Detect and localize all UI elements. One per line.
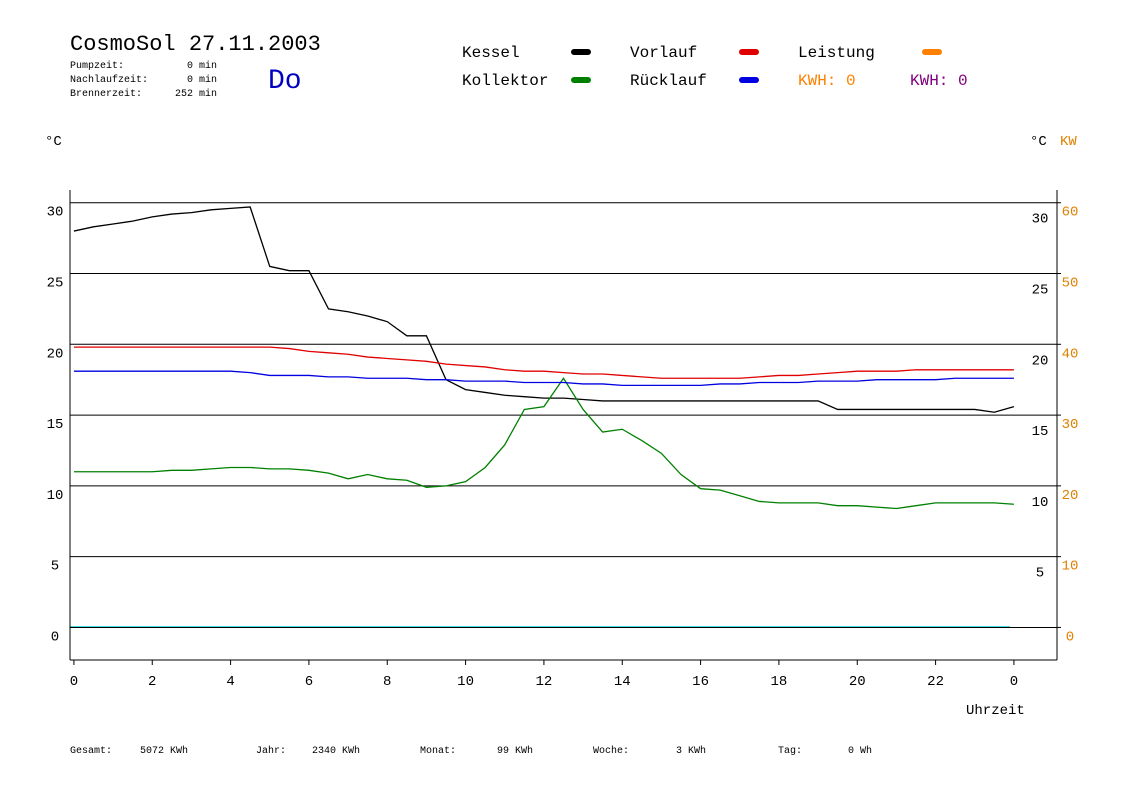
footer-label: Jahr: [256,745,286,757]
y-tick-label: 25 [47,276,64,292]
legend-label: Kessel [462,44,520,62]
y2-tick-label: 30 [1062,417,1079,433]
x-tick-label: 0 [1010,674,1018,690]
footer-label: Tag: [778,746,802,757]
x-tick-label: 22 [927,674,944,690]
x-tick-label: 14 [614,674,631,690]
stat-label: Nachlaufzeit: [70,74,148,86]
footer-value: 99 KWh [497,745,533,757]
y-tick-label: 20 [47,346,64,362]
stat-value: 0 min [187,60,217,72]
y2-c-tick-label: 20 [1032,353,1049,369]
legend-label: Rücklauf [630,72,707,90]
y2-unit: KW [1060,134,1077,150]
footer-value: 0 Wh [848,745,872,757]
y2-c-tick-label: 10 [1032,495,1049,511]
y2-tick-label: 0 [1066,629,1074,645]
x-tick-label: 4 [226,674,234,690]
y2-c-tick-label: 30 [1032,212,1049,228]
x-tick-label: 20 [849,674,866,690]
stat-value: 252 min [175,88,217,100]
x-tick-label: 18 [771,674,788,690]
x-tick-label: 6 [305,674,313,690]
y2-tick-label: 20 [1062,488,1079,504]
y2-c-tick-label: 5 [1036,566,1044,582]
y2-c-tick-label: 25 [1032,283,1049,299]
x-tick-label: 0 [70,674,78,690]
y-axis-label: °C [45,134,62,150]
y-tick-label: 30 [47,205,64,221]
legend-label: Kollektor [462,72,548,90]
stat-label: Pumpzeit: [70,60,124,72]
footer-label: Monat: [420,746,456,757]
x-axis-label: Uhrzeit [966,703,1025,719]
y2-tick-label: 40 [1062,346,1079,362]
y-tick-label: 0 [51,629,59,645]
stat-value: 0 min [187,74,217,86]
y-tick-label: 15 [47,417,64,433]
day: Do [268,66,302,97]
x-tick-label: 12 [536,674,553,690]
y2-tick-label: 60 [1062,205,1079,221]
kwh-label: KWH: 0 [798,72,856,90]
footer-value: 2340 KWh [312,745,360,757]
x-tick-label: 8 [383,674,391,690]
title: CosmoSol 27.11.2003 [70,32,321,57]
y-tick-label: 5 [51,559,59,575]
y2-tick-label: 10 [1062,559,1079,575]
x-tick-label: 2 [148,674,156,690]
series-line [73,370,1014,387]
kwh-label: KWH: 0 [910,72,968,90]
y2-axis-label: °C [1030,134,1047,150]
footer-label: Woche: [593,745,629,757]
series-line [73,346,1014,379]
y2-c-tick-label: 15 [1032,424,1049,440]
x-tick-label: 16 [692,674,709,690]
legend-label: Leistung [798,44,875,62]
y-tick-label: 10 [47,488,64,504]
series-line [73,206,1015,413]
footer-value: 5072 KWh [140,745,188,757]
footer-value: 3 KWh [676,745,706,757]
footer-label: Gesamt: [70,746,112,757]
y2-tick-label: 50 [1062,276,1079,292]
series-line [73,377,1014,510]
legend-label: Vorlauf [630,44,697,62]
stat-label: Brennerzeit: [70,88,142,100]
x-tick-label: 10 [457,674,474,690]
